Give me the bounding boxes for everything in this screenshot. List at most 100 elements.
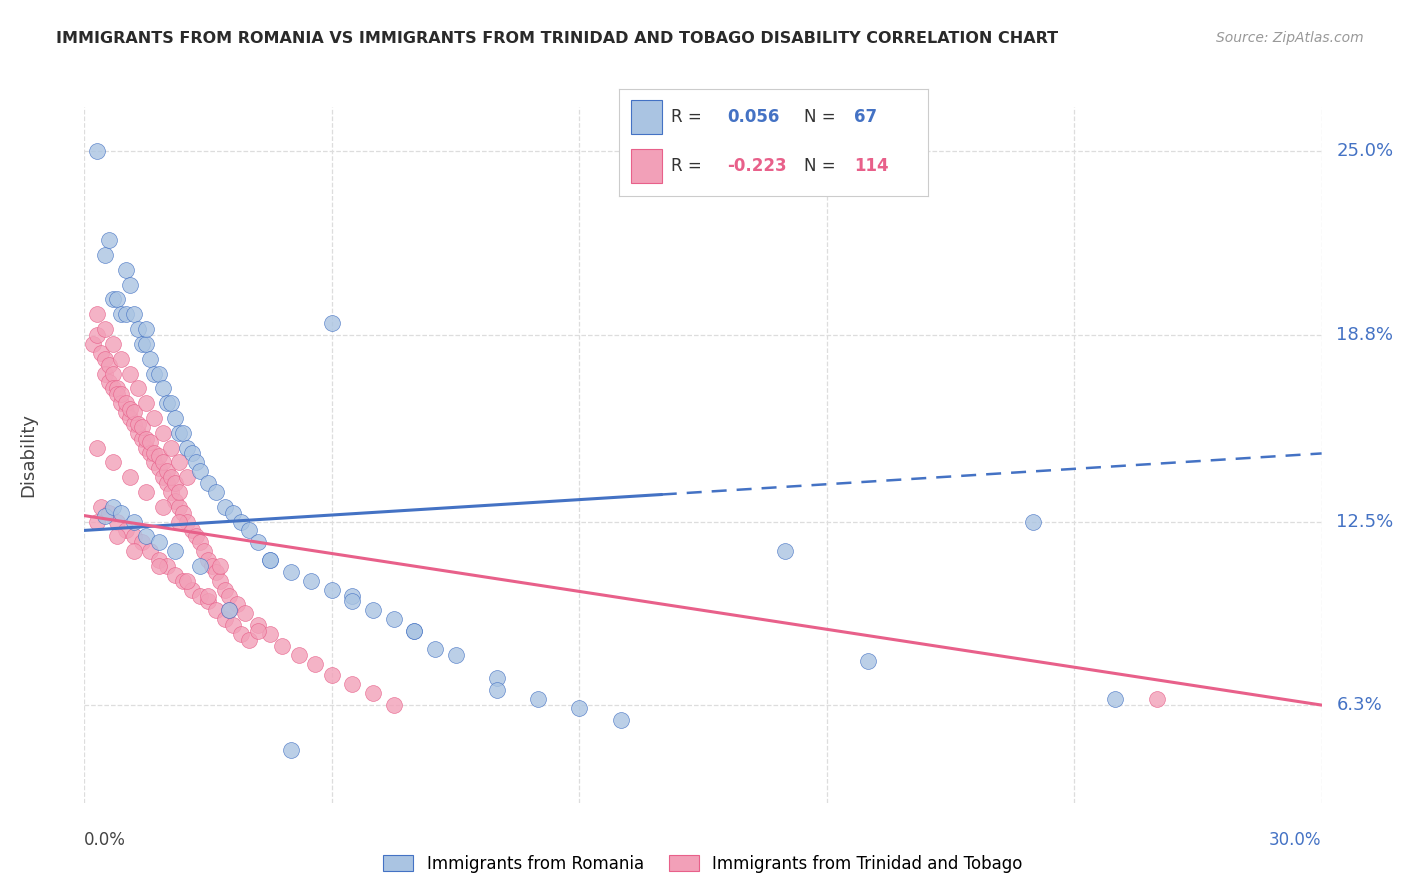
Point (143, 446, 166, 460)
Point (172, 425, 194, 440)
Point (110, 351, 132, 366)
Point (122, 417, 145, 431)
Point (299, 574, 322, 588)
Point (156, 464, 179, 478)
Point (342, 594, 364, 608)
Point (165, 493, 187, 508)
Point (156, 396, 179, 410)
Point (118, 411, 141, 425)
Point (94, 508, 117, 523)
Point (103, 337, 125, 351)
Point (775, 544, 797, 558)
Point (152, 500, 174, 514)
Point (143, 367, 166, 381)
Point (176, 441, 198, 455)
Point (135, 322, 157, 336)
Point (1022, 515, 1045, 529)
Point (94, 322, 117, 336)
Point (280, 742, 302, 756)
Point (156, 558, 179, 573)
Point (197, 553, 219, 567)
Point (404, 624, 426, 638)
Point (94, 367, 117, 381)
Point (103, 381, 125, 395)
Point (165, 476, 187, 491)
Point (205, 603, 228, 617)
Point (135, 441, 157, 455)
Text: N =: N = (804, 157, 835, 175)
Point (222, 506, 245, 520)
Point (160, 470, 183, 484)
Point (94, 248, 117, 262)
Point (209, 574, 232, 588)
Point (304, 657, 326, 671)
Point (485, 683, 508, 698)
Point (122, 307, 145, 321)
Point (127, 417, 149, 431)
Point (167, 500, 190, 514)
Point (180, 582, 202, 597)
Point (139, 544, 162, 558)
Text: 30.0%: 30.0% (1270, 830, 1322, 848)
Point (148, 558, 170, 573)
Point (135, 337, 157, 351)
Point (176, 574, 198, 588)
Point (188, 558, 211, 573)
Point (110, 307, 132, 321)
Bar (631, 100, 662, 134)
Point (103, 500, 125, 514)
Point (209, 558, 232, 573)
Point (172, 506, 194, 520)
Point (110, 387, 132, 401)
Point (139, 434, 162, 449)
Point (118, 277, 141, 292)
Point (127, 381, 149, 395)
Bar (631, 149, 662, 184)
Point (246, 618, 269, 632)
Point (118, 470, 141, 484)
Point (131, 419, 153, 434)
Point (176, 470, 198, 484)
Point (148, 553, 170, 567)
Point (188, 589, 211, 603)
Point (156, 476, 179, 491)
Point (143, 411, 166, 425)
Point (404, 624, 426, 638)
Point (135, 432, 157, 446)
Point (184, 529, 207, 543)
Point (82, 337, 104, 351)
Point (218, 603, 240, 617)
Point (122, 515, 145, 529)
Point (135, 396, 157, 410)
Point (103, 367, 125, 381)
Point (238, 524, 260, 538)
Point (188, 535, 211, 549)
Point (139, 446, 162, 460)
Text: IMMIGRANTS FROM ROMANIA VS IMMIGRANTS FROM TRINIDAD AND TOBAGO DISABILITY CORREL: IMMIGRANTS FROM ROMANIA VS IMMIGRANTS FR… (56, 31, 1059, 46)
Text: 0.0%: 0.0% (84, 830, 127, 848)
Point (114, 307, 136, 321)
Text: 25.0%: 25.0% (1337, 143, 1393, 161)
Point (131, 432, 153, 446)
Point (280, 565, 302, 579)
Point (122, 544, 145, 558)
Point (127, 425, 149, 440)
Point (135, 529, 157, 543)
Point (342, 677, 364, 691)
Point (180, 524, 202, 538)
Point (165, 411, 187, 425)
Point (152, 425, 174, 440)
Point (1104, 692, 1126, 706)
Text: Disability: Disability (20, 413, 38, 497)
Point (114, 524, 136, 538)
Point (105, 381, 128, 395)
Point (361, 603, 384, 617)
Point (160, 441, 183, 455)
Text: R =: R = (671, 157, 702, 175)
Text: 67: 67 (853, 108, 877, 126)
Point (86, 145, 108, 159)
Point (131, 337, 153, 351)
Point (143, 455, 166, 469)
Point (103, 455, 125, 469)
Point (188, 464, 211, 478)
